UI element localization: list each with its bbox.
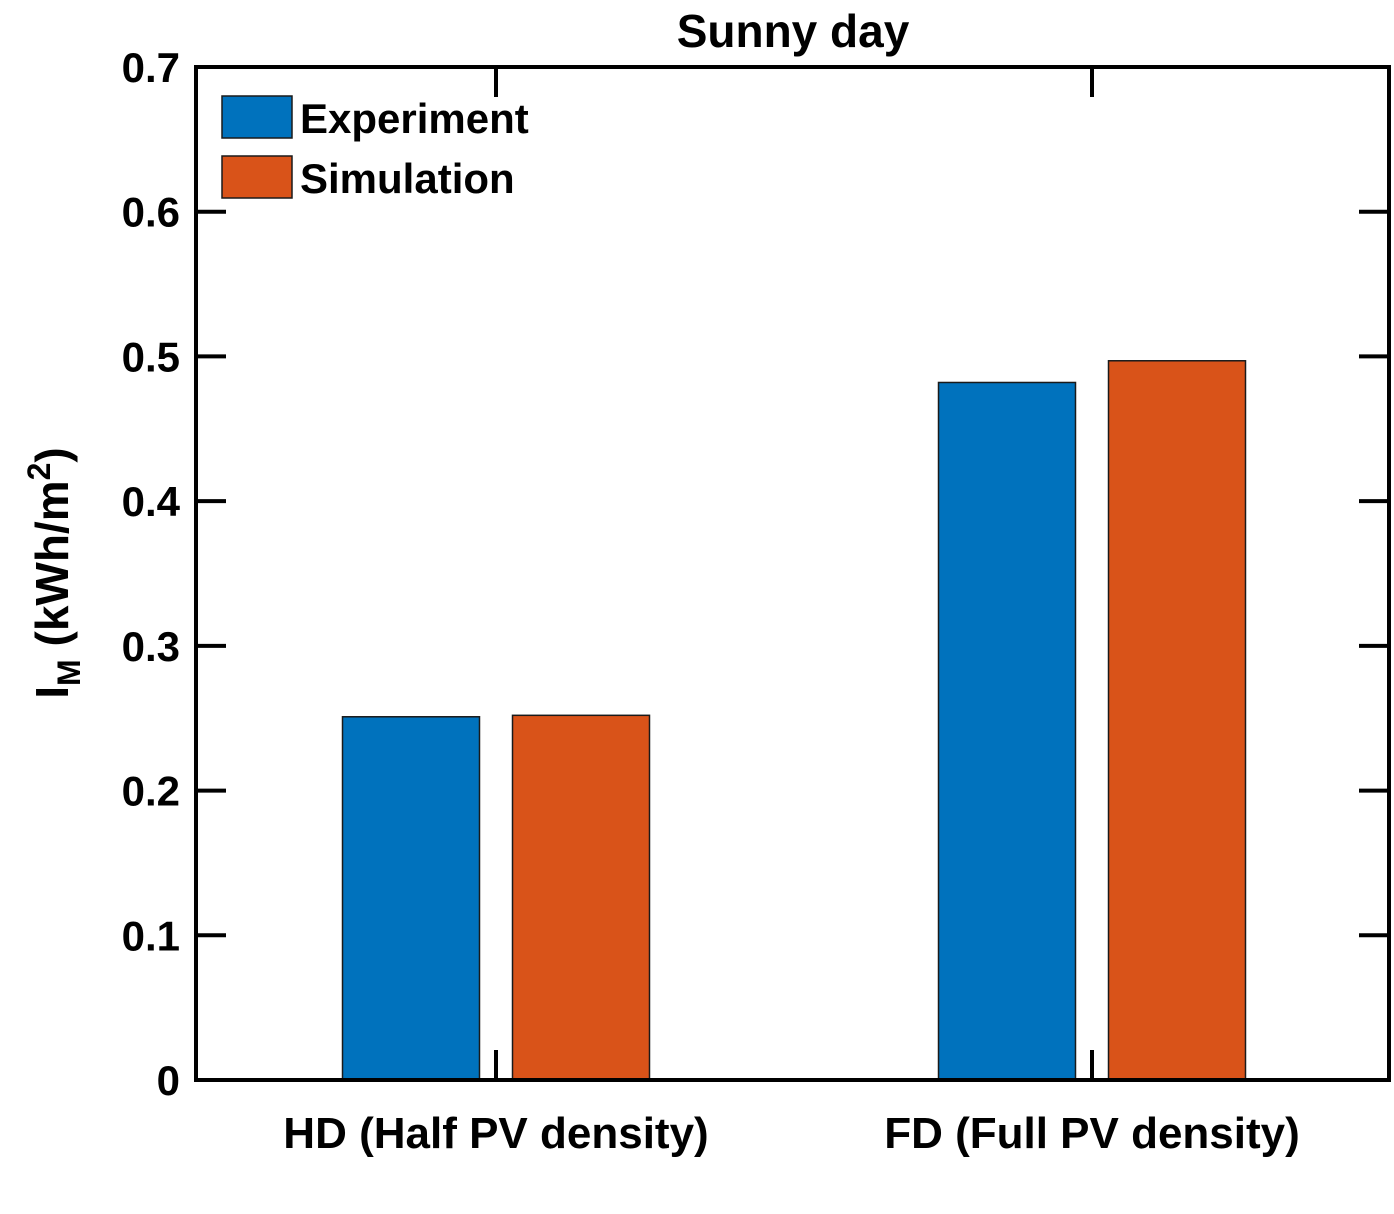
legend-swatch-experiment	[221, 95, 293, 139]
chart-title: Sunny day	[677, 5, 910, 57]
y-axis-label-close: )	[26, 447, 78, 462]
y-axis-label-subscript: M	[51, 659, 87, 686]
bar-experiment-hd	[341, 716, 481, 1081]
y-tick-label: 0.5	[122, 333, 180, 380]
y-tick-label: 0.6	[122, 189, 180, 236]
x-tick-label: FD (Full PV density)	[884, 1109, 1300, 1158]
y-tick-label: 0	[157, 1057, 180, 1104]
y-tick-label: 0.1	[122, 912, 180, 959]
y-tick-label: 0.7	[122, 44, 180, 91]
legend-label-simulation: Simulation	[300, 155, 515, 202]
legend-label-experiment: Experiment	[300, 95, 529, 142]
y-axis-label: IM (kWh/m2)	[21, 447, 87, 698]
x-tick-label: HD (Half PV density)	[283, 1109, 708, 1158]
legend: Experiment Simulation	[221, 95, 529, 202]
bar-simulation-fd	[1107, 360, 1247, 1081]
y-axis-label-units: (kWh/m	[26, 480, 78, 659]
y-tick-label: 0.3	[122, 623, 180, 670]
legend-swatch-simulation	[221, 155, 293, 199]
bars-group	[341, 360, 1247, 1081]
x-tick-labels: HD (Half PV density) FD (Full PV density)	[283, 1109, 1299, 1158]
bar-simulation-hd	[511, 714, 651, 1081]
bar-experiment-fd	[937, 381, 1077, 1081]
y-axis-label-main: I	[26, 686, 78, 699]
y-tick-label: 0.2	[122, 768, 180, 815]
y-tick-labels: 0 0.1 0.2 0.3 0.4 0.5 0.6 0.7	[122, 44, 181, 1104]
y-axis-label-superscript: 2	[21, 463, 57, 481]
ticks-group	[196, 65, 1389, 1082]
y-tick-label: 0.4	[122, 478, 181, 525]
axes-frame	[194, 65, 1391, 1082]
